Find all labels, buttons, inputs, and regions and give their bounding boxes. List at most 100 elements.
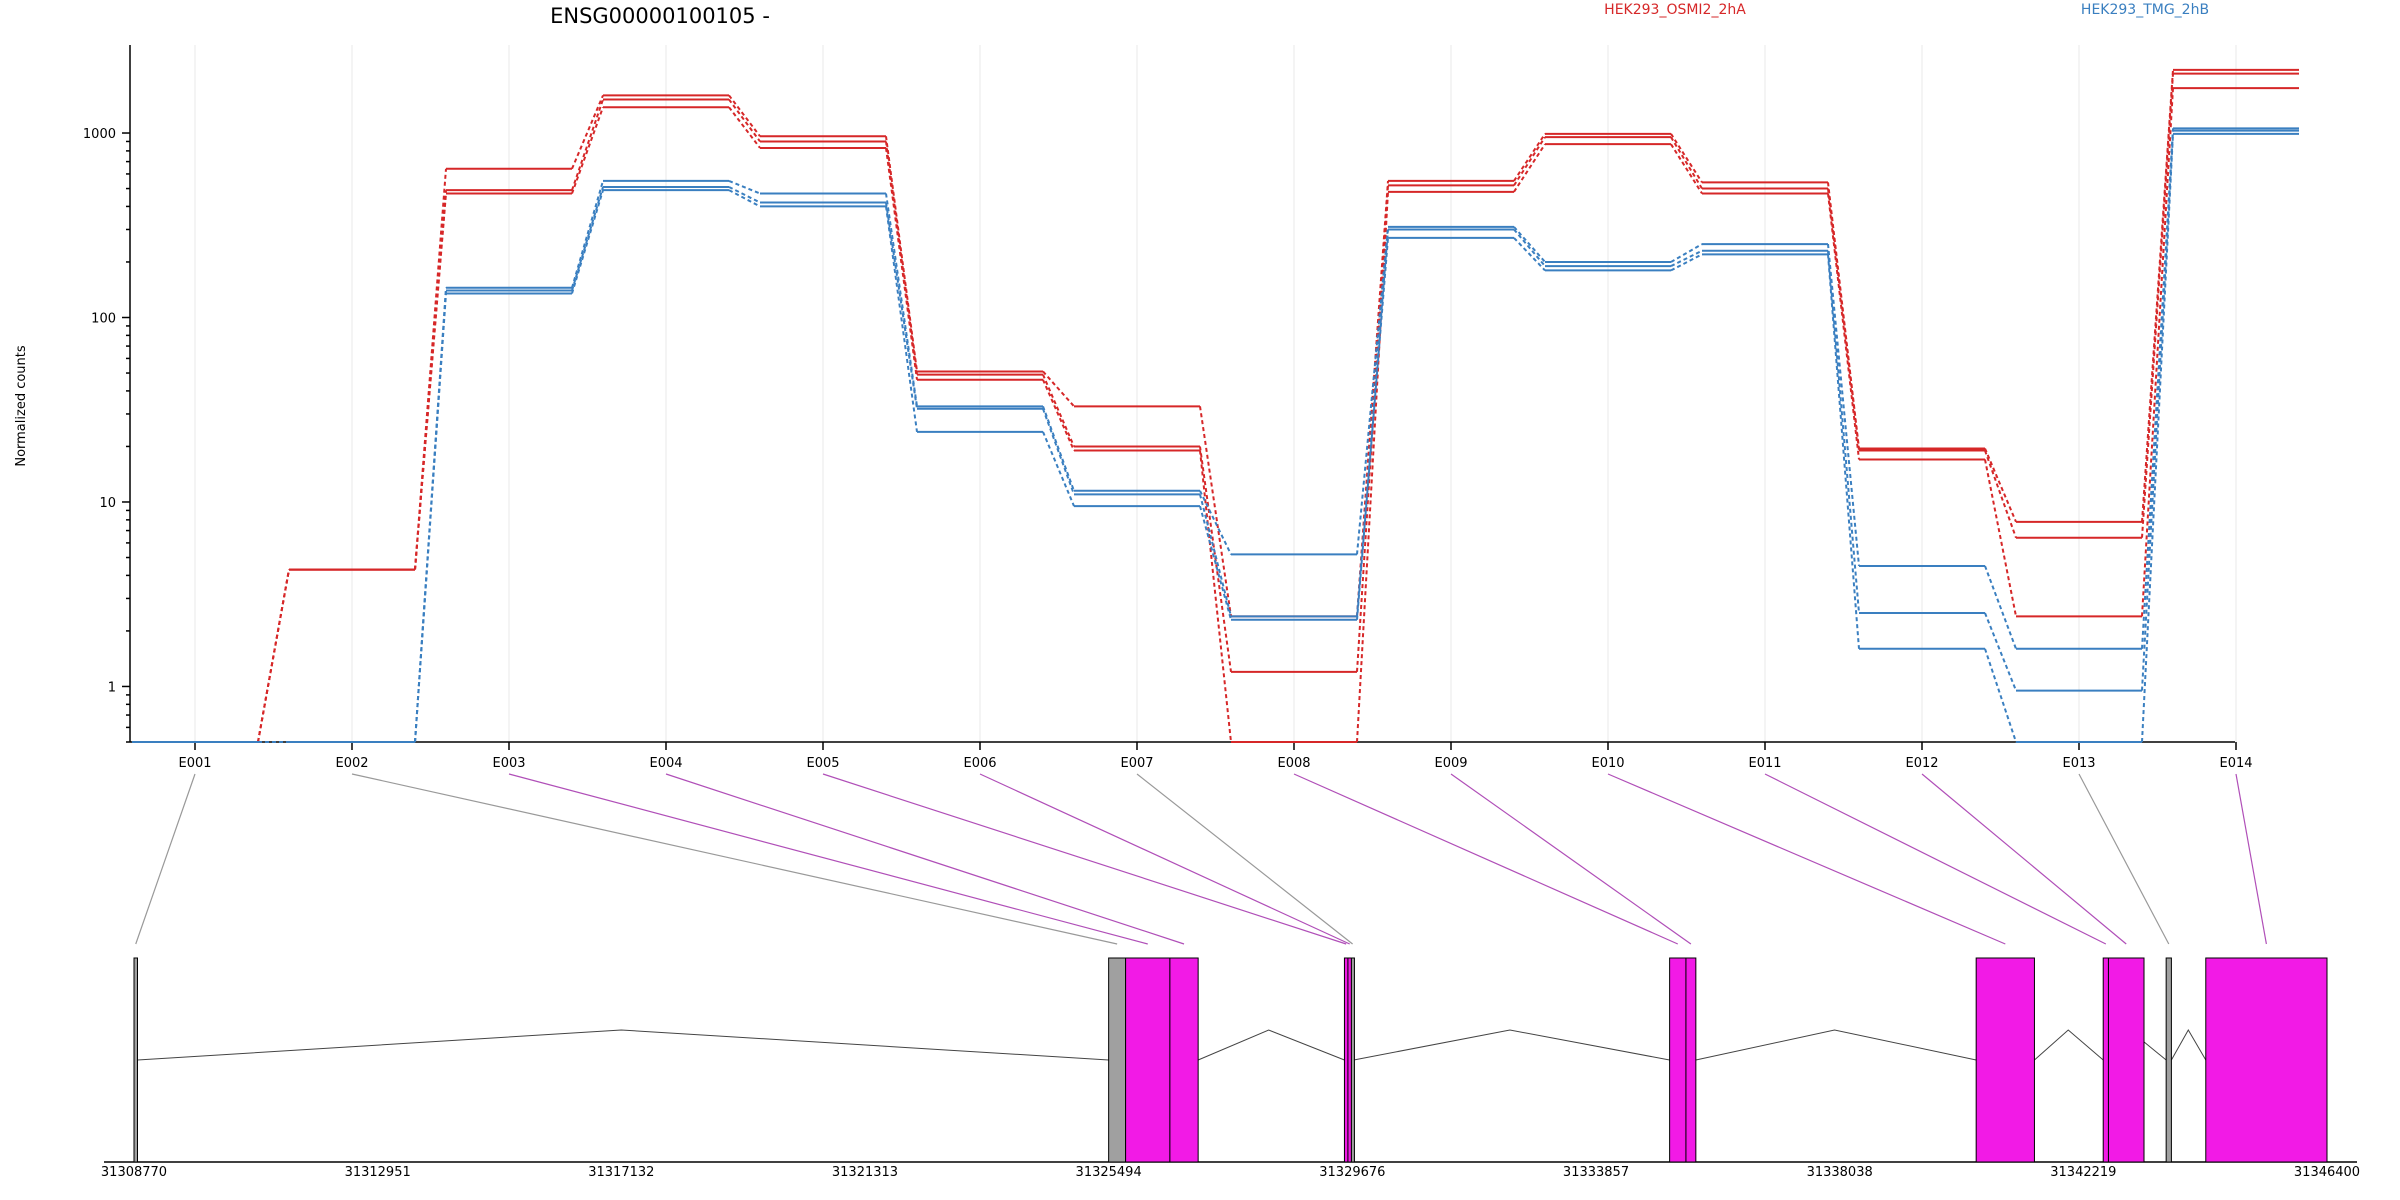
series-connector [1827,188,1860,451]
connector-e007 [1136,773,1353,945]
exon-box-e005 [1343,957,1349,1163]
genomic-coordinate-label: 31346400 [2294,1165,2360,1180]
series-connector [1984,565,2017,650]
exon-box-e008 [1669,957,1687,1163]
series-connector [1984,450,2017,539]
series-connector [1827,193,1860,460]
genomic-coordinate-label: 31342219 [2050,1165,2116,1180]
series-connector [414,193,447,570]
series-lines [132,68,2299,743]
series-connector [1356,226,1389,555]
series-connector [1042,374,1075,447]
exon-box-e002 [1108,957,1127,1163]
gene-model: 31308770 31312951 31317132 31321313 31325494… [101,957,2360,1180]
series-connector [1984,459,2017,617]
genomic-coordinate-label: 31317132 [588,1165,654,1180]
series-connector [571,106,604,194]
series-connector [1199,406,1232,617]
connector-e013 [2078,773,2170,945]
connector-e010 [1607,773,2006,945]
genomic-coordinate-label: 31329676 [1319,1165,1385,1180]
connector-e014 [2235,773,2267,945]
series-connector [1356,229,1389,617]
exon-box-e014 [2205,957,2328,1163]
series-connector [1199,505,1232,620]
series-connector [1042,379,1075,451]
series-connector [1042,431,1075,507]
series-osmi2-0 [132,68,2299,743]
x-tick-label-e006: E006 [963,756,996,771]
x-tick-label-e001: E001 [178,756,211,771]
series-connector [885,147,918,380]
connector-e001 [135,773,196,945]
exon-box-e010 [1975,957,2035,1163]
series-connector [728,106,761,149]
series-connector [571,99,604,191]
gridlines [194,45,2237,742]
series-connector [1513,133,1546,182]
connector-e004 [665,773,1185,945]
connector-e005 [822,773,1347,945]
intron-line [137,1029,1109,1061]
series-osmi2-2 [132,87,2299,743]
connector-e003 [508,773,1148,945]
series-connector [1670,136,1703,190]
series-osmi2-1 [132,72,2299,743]
exon-box-e012 [2107,957,2145,1163]
series-connector [1356,237,1389,620]
series-connector [1513,143,1546,193]
series-connector [1827,243,1860,567]
series-connector [728,186,761,204]
genomic-coordinate-label: 31333857 [1563,1165,1629,1180]
legend-entry-tmg: HEK293_TMG_2hB [2081,2,2209,18]
series-connector [571,180,604,289]
exon-box-e004 [1169,957,1199,1163]
series-connector [1827,254,1860,649]
connector-e012 [1921,773,2127,945]
series-connector [1042,408,1075,495]
series-connector [1984,612,2017,691]
exon-box-e007 [1350,957,1355,1163]
y-tick-label: 1000 [83,127,116,142]
series-connector [1356,191,1389,743]
series-connector [1670,243,1703,263]
series-connector [571,94,604,170]
intron-line [2034,1029,2104,1061]
x-tick-label-e009: E009 [1434,756,1467,771]
series-connector [728,179,761,195]
exon-box-e003 [1125,957,1171,1163]
x-tick-label-e003: E003 [492,756,525,771]
y-tick-label: 1 [108,680,116,695]
exon-box-e013 [2165,957,2172,1163]
series-connector [1984,448,2017,523]
y-tick-label: 10 [99,496,116,511]
series-connector [1670,143,1703,195]
intron-line [1353,1029,1670,1061]
series-connector [1199,490,1232,555]
connector-e011 [1764,773,2107,945]
series-tmg-5 [132,132,2299,743]
connector-e008 [1293,773,1679,945]
x-tick-label-e010: E010 [1591,756,1624,771]
genomic-coordinate-label: 31312951 [345,1165,411,1180]
series-tmg-3 [132,127,2299,743]
intron-line [2170,1028,2207,1061]
series-connector [2141,133,2174,743]
x-tick-label-e013: E013 [2062,756,2095,771]
exon-box-e011 [2102,957,2109,1163]
genomic-coordinate-label: 31325494 [1076,1165,1142,1180]
exon-box-e001 [133,957,138,1163]
series-connector [885,206,918,432]
genomic-coordinate-label: 31321313 [832,1165,898,1180]
series-connector [571,189,604,294]
series-connector [2141,88,2174,617]
y-axis-label: Normalized counts [14,345,29,467]
connector-e006 [979,773,1350,945]
series-connector [257,569,290,743]
exon-box-e006 [1347,957,1352,1163]
genomic-coordinate-label: 31308770 [101,1165,167,1180]
series-connector [728,94,761,137]
series-connector [2141,73,2174,538]
x-axis: E001 E002 E003 E004 E005 E006 E007 E008 E009 E010… [130,741,2253,771]
